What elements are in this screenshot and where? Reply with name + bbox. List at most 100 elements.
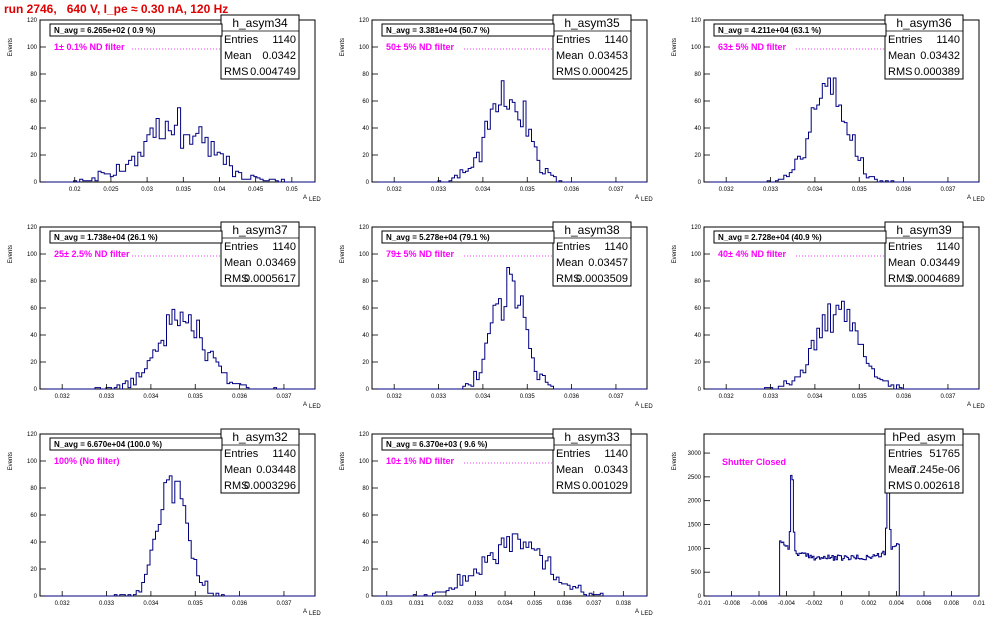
stat-label: RMS xyxy=(224,66,248,78)
stat-value: 1140 xyxy=(936,241,960,253)
y-tick-label: 40 xyxy=(362,126,369,132)
stat-box xyxy=(220,428,300,494)
y-tick-label: 20 xyxy=(30,153,37,159)
y-tick-label: 40 xyxy=(30,126,37,132)
x-tick-label: 0.05 xyxy=(286,187,298,193)
stat-box xyxy=(884,221,964,287)
navg-text: N_avg = 2.728e+04 (40.9 %) xyxy=(718,233,822,242)
x-tick-label: 0.03 xyxy=(381,601,393,607)
x-tick-label: 0.035 xyxy=(852,394,868,400)
x-tick-label: 0.035 xyxy=(520,187,536,193)
navg-box xyxy=(713,230,887,244)
histogram-panel-h_asym37: 0.032 0.033 0.034 0.035 0.036 0.037 0 20 40 60 80 1… xyxy=(8,221,321,410)
y-tick-label: 80 xyxy=(362,279,369,285)
histogram-name: h_asym33 xyxy=(564,430,620,444)
y-tick-label: 40 xyxy=(30,540,37,546)
histogram-name: h_asym39 xyxy=(896,223,952,237)
x-tick-label: 0.035 xyxy=(188,601,204,607)
stat-label: Entries xyxy=(556,448,591,460)
x-axis-label-sub: LED xyxy=(309,611,321,617)
y-tick-label: 100 xyxy=(359,252,370,258)
stat-value: 0.000389 xyxy=(914,66,960,78)
y-tick-label: 40 xyxy=(694,126,701,132)
y-tick-label: 120 xyxy=(691,18,702,24)
y-tick-label: 500 xyxy=(691,570,702,576)
x-tick-label: 0.032 xyxy=(438,601,454,607)
y-tick-label: 80 xyxy=(30,486,37,492)
y-tick-label: 120 xyxy=(691,225,702,231)
x-tick-label: 0.033 xyxy=(431,394,447,400)
x-tick-label: 0.033 xyxy=(431,187,447,193)
x-axis-label: A xyxy=(635,195,639,201)
x-tick-label: 0.032 xyxy=(719,187,735,193)
x-tick-label: 0.035 xyxy=(520,394,536,400)
x-tick-label: 0.035 xyxy=(176,187,192,193)
y-tick-label: 80 xyxy=(30,72,37,78)
stat-value: 0.0343 xyxy=(594,464,628,476)
stat-label: Entries xyxy=(224,241,259,253)
y-tick-label: 3000 xyxy=(688,451,702,457)
stat-label: Entries xyxy=(888,34,923,46)
y-tick-label: 20 xyxy=(362,153,369,159)
navg-text: N_avg = 6.670e+04 (100.0 %) xyxy=(54,440,162,449)
stat-box xyxy=(220,221,300,287)
stat-label: Entries xyxy=(224,448,259,460)
y-tick-label: 0 xyxy=(34,594,38,600)
navg-box xyxy=(713,23,887,37)
y-tick-label: 60 xyxy=(362,99,369,105)
histogram-name: h_asym32 xyxy=(232,430,288,444)
stat-value: 0.03469 xyxy=(256,257,296,269)
stat-label: Entries xyxy=(224,34,259,46)
y-tick-label: 100 xyxy=(359,459,370,465)
x-tick-label: 0.025 xyxy=(103,187,119,193)
x-tick-label: 0.036 xyxy=(232,601,248,607)
x-tick-label: 0.037 xyxy=(940,394,956,400)
stat-value: 0.0003296 xyxy=(244,480,296,492)
stat-label: Entries xyxy=(556,241,591,253)
filter-label: 25± 2.5% ND filter xyxy=(54,249,130,259)
x-tick-label: 0.036 xyxy=(557,601,573,607)
stat-label: Mean xyxy=(556,257,584,269)
stat-value: 0.004749 xyxy=(250,66,296,78)
y-tick-label: 0 xyxy=(366,180,370,186)
stat-value: 0.001029 xyxy=(582,480,628,492)
stat-label: RMS xyxy=(556,273,580,285)
y-tick-label: 60 xyxy=(30,513,37,519)
navg-box xyxy=(381,437,555,451)
x-tick-label: 0 xyxy=(840,601,844,607)
histogram-line xyxy=(40,107,315,183)
x-tick-label: 0.038 xyxy=(616,601,632,607)
y-axis-label: Events xyxy=(8,452,14,470)
run-title: run 2746, 640 V, I_pe ≈ 0.30 nA, 120 Hz xyxy=(4,2,229,16)
x-tick-label: 0.04 xyxy=(214,187,226,193)
y-tick-label: 120 xyxy=(27,432,38,438)
x-tick-label: 0.037 xyxy=(608,187,624,193)
y-tick-label: 1500 xyxy=(688,523,702,529)
x-tick-label: 0.037 xyxy=(276,601,292,607)
histogram-panel-h_asym33: 0.03 0.031 0.032 0.033 0.034 0.035 0.036 0.037 0… xyxy=(340,428,653,617)
stat-value: 1140 xyxy=(272,34,296,46)
y-axis-label: Events xyxy=(8,245,14,263)
y-tick-label: 60 xyxy=(30,306,37,312)
y-tick-label: 80 xyxy=(362,72,369,78)
stat-value: 0.0005617 xyxy=(244,273,296,285)
histogram-line xyxy=(704,77,979,183)
x-axis-label: A xyxy=(635,402,639,408)
x-tick-label: 0.035 xyxy=(188,394,204,400)
stat-label: Mean xyxy=(888,464,916,476)
y-tick-label: 60 xyxy=(694,99,701,105)
navg-text: N_avg = 1.738e+04 (26.1 %) xyxy=(54,233,158,242)
stat-box xyxy=(884,428,964,494)
stat-box xyxy=(884,14,964,80)
x-tick-label: 0.036 xyxy=(564,394,580,400)
y-axis-label: Events xyxy=(340,245,346,263)
y-tick-label: 100 xyxy=(27,459,38,465)
y-tick-label: 20 xyxy=(694,153,701,159)
x-axis-label-sub: LED xyxy=(973,197,985,203)
stat-label: Mean xyxy=(888,257,916,269)
stat-label: Mean xyxy=(224,464,252,476)
x-tick-label: 0.01 xyxy=(973,601,985,607)
histogram-panel-h_asym38: 0.032 0.033 0.034 0.035 0.036 0.037 0 20 40 60 80 1… xyxy=(340,221,653,410)
y-tick-label: 120 xyxy=(359,18,370,24)
